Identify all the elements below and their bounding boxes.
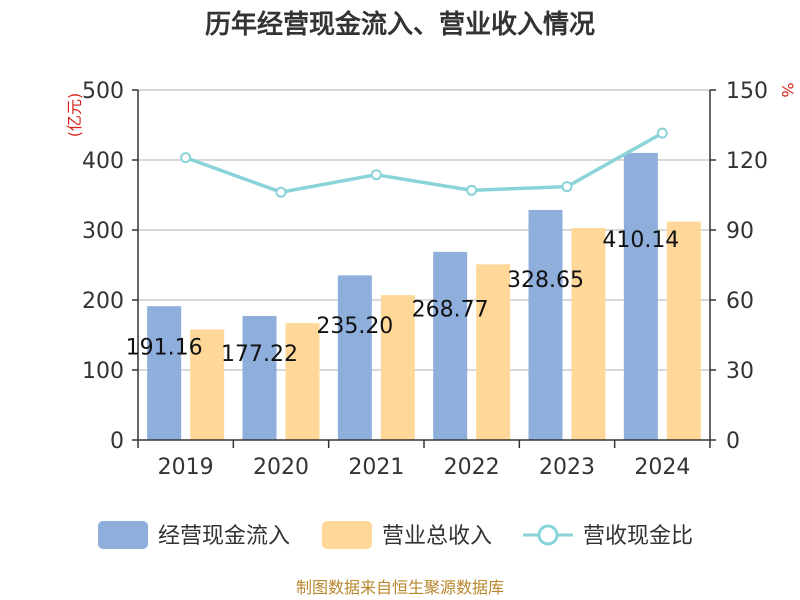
x-tick-label: 2019 [158, 455, 214, 480]
right-tick-label: 120 [726, 149, 768, 174]
ratio-point [656, 127, 668, 139]
line-series [180, 127, 668, 198]
left-tick-label: 200 [82, 289, 124, 314]
bar-cash-inflow [242, 315, 277, 440]
bars [147, 152, 701, 441]
ratio-point [370, 169, 382, 181]
left-tick-label: 500 [82, 79, 124, 104]
bar-revenue [285, 323, 320, 440]
left-tick-label: 100 [82, 359, 124, 384]
x-tick-label: 2020 [253, 455, 309, 480]
x-tick-label: 2024 [634, 455, 690, 480]
bar-value-label: 191.16 [126, 335, 203, 360]
x-tick-label: 2023 [539, 455, 595, 480]
legend-swatch-cash-inflow [98, 521, 148, 549]
bar-labels: 191.16 177.22 235.20 268.77 328.65 410.14 [126, 228, 680, 367]
right-tick-label: 150 [726, 79, 768, 104]
legend-swatch-revenue [322, 521, 372, 549]
ratio-point [561, 181, 573, 193]
ratio-point [275, 186, 287, 198]
bar-revenue [666, 221, 701, 440]
legend-marker-ratio [537, 524, 559, 546]
bar-cash-inflow [433, 251, 468, 440]
bar-value-label: 410.14 [602, 228, 679, 253]
axes: 0 100 200 300 400 500 0 30 60 90 120 150 2019 2020 202… [82, 79, 768, 480]
left-axis-unit: (亿元) [65, 93, 84, 138]
ratio-point [466, 184, 478, 196]
bar-value-label: 177.22 [221, 342, 298, 367]
bar-cash-inflow [623, 152, 658, 441]
bar-value-label: 328.65 [507, 268, 584, 293]
right-tick-label: 90 [726, 219, 754, 244]
bar-revenue [476, 264, 511, 440]
bar-revenue [571, 227, 606, 440]
source-note: 制图数据来自恒生聚源数据库 [296, 578, 504, 597]
bar-cash-inflow [337, 275, 372, 440]
right-tick-label: 0 [726, 429, 740, 454]
bar-cash-inflow [528, 209, 563, 440]
chart-title: 历年经营现金流入、营业收入情况 [205, 9, 595, 40]
left-tick-label: 300 [82, 219, 124, 244]
ratio-point [180, 152, 192, 164]
left-tick-label: 400 [82, 149, 124, 174]
legend-label-ratio: 营收现金比 [583, 524, 693, 549]
right-tick-label: 60 [726, 289, 754, 314]
x-tick-label: 2022 [444, 455, 500, 480]
left-tick-label: 0 [110, 429, 124, 454]
bar-revenue [190, 329, 225, 440]
right-axis-unit: % [778, 82, 797, 97]
x-tick-label: 2021 [348, 455, 404, 480]
bar-revenue [380, 295, 415, 440]
bar-cash-inflow [147, 306, 182, 440]
legend-label-revenue: 营业总收入 [382, 524, 492, 549]
legend-label-cash-inflow: 经营现金流入 [158, 524, 290, 549]
ratio-line [185, 131, 664, 195]
right-tick-label: 30 [726, 359, 754, 384]
bar-value-label: 235.20 [316, 314, 393, 339]
legend: 经营现金流入 营业总收入 营收现金比 [98, 521, 693, 549]
bar-value-label: 268.77 [412, 297, 489, 322]
